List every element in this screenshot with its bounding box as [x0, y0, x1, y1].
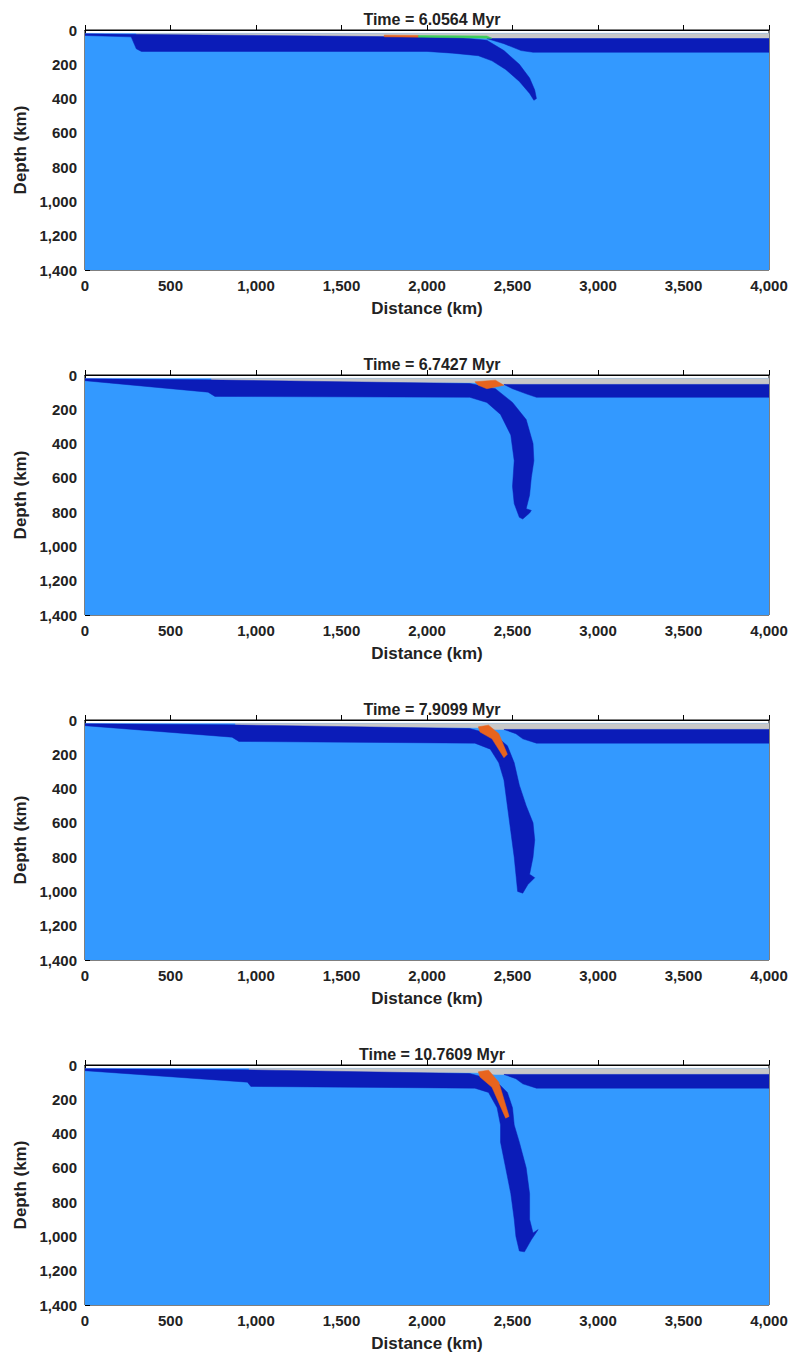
svg-text:1,400: 1,400 [39, 952, 77, 969]
svg-text:600: 600 [52, 814, 77, 831]
svg-text:500: 500 [158, 1312, 183, 1329]
svg-text:500: 500 [158, 277, 183, 294]
svg-text:Distance (km): Distance (km) [371, 1334, 482, 1353]
svg-text:200: 200 [52, 56, 77, 73]
svg-text:4,000: 4,000 [750, 1312, 788, 1329]
svg-text:2,000: 2,000 [408, 1312, 446, 1329]
svg-text:4,000: 4,000 [750, 967, 788, 984]
svg-text:0: 0 [81, 1312, 89, 1329]
svg-text:1,200: 1,200 [39, 227, 77, 244]
svg-text:800: 800 [52, 504, 77, 521]
svg-text:Time = 10.7609 Myr: Time = 10.7609 Myr [359, 1046, 505, 1063]
svg-text:1,500: 1,500 [323, 1312, 361, 1329]
svg-text:400: 400 [52, 1125, 77, 1142]
svg-text:1,500: 1,500 [323, 277, 361, 294]
svg-text:3,500: 3,500 [665, 277, 703, 294]
svg-text:1,200: 1,200 [39, 1262, 77, 1279]
svg-text:2,000: 2,000 [408, 967, 446, 984]
svg-text:2,500: 2,500 [494, 622, 532, 639]
svg-text:1,200: 1,200 [39, 917, 77, 934]
svg-text:0: 0 [69, 367, 77, 384]
svg-text:0: 0 [81, 622, 89, 639]
svg-text:2,000: 2,000 [408, 622, 446, 639]
svg-text:2,500: 2,500 [494, 277, 532, 294]
svg-text:Distance (km): Distance (km) [371, 299, 482, 318]
svg-text:0: 0 [81, 967, 89, 984]
svg-text:Time = 6.0564 Myr: Time = 6.0564 Myr [363, 11, 500, 28]
svg-text:Depth (km): Depth (km) [11, 796, 30, 885]
svg-text:200: 200 [52, 1091, 77, 1108]
svg-text:0: 0 [69, 712, 77, 729]
svg-text:Time = 6.7427 Myr: Time = 6.7427 Myr [363, 356, 500, 373]
svg-text:0: 0 [81, 277, 89, 294]
svg-text:3,500: 3,500 [665, 622, 703, 639]
svg-text:Distance (km): Distance (km) [371, 644, 482, 663]
svg-text:200: 200 [52, 401, 77, 418]
svg-text:200: 200 [52, 746, 77, 763]
svg-text:2,000: 2,000 [408, 277, 446, 294]
svg-text:400: 400 [52, 780, 77, 797]
svg-text:1,000: 1,000 [237, 277, 275, 294]
svg-text:1,000: 1,000 [39, 193, 77, 210]
svg-text:0: 0 [69, 1057, 77, 1074]
svg-text:1,400: 1,400 [39, 1297, 77, 1314]
svg-text:Depth (km): Depth (km) [11, 106, 30, 195]
svg-text:2,500: 2,500 [494, 967, 532, 984]
svg-text:2,500: 2,500 [494, 1312, 532, 1329]
svg-text:Depth (km): Depth (km) [11, 451, 30, 540]
svg-text:1,200: 1,200 [39, 572, 77, 589]
svg-text:Depth (km): Depth (km) [11, 1141, 30, 1230]
svg-text:4,000: 4,000 [750, 622, 788, 639]
svg-text:1,000: 1,000 [39, 538, 77, 555]
svg-text:1,500: 1,500 [323, 622, 361, 639]
svg-text:1,400: 1,400 [39, 607, 77, 624]
svg-text:1,000: 1,000 [39, 883, 77, 900]
svg-text:400: 400 [52, 90, 77, 107]
svg-text:1,400: 1,400 [39, 262, 77, 279]
svg-text:500: 500 [158, 622, 183, 639]
svg-text:600: 600 [52, 1159, 77, 1176]
svg-text:500: 500 [158, 967, 183, 984]
svg-text:3,500: 3,500 [665, 967, 703, 984]
svg-text:1,000: 1,000 [39, 1228, 77, 1245]
svg-text:1,000: 1,000 [237, 622, 275, 639]
svg-text:3,000: 3,000 [579, 277, 617, 294]
svg-text:3,000: 3,000 [579, 967, 617, 984]
svg-text:3,500: 3,500 [665, 1312, 703, 1329]
svg-text:Time = 7.9099 Myr: Time = 7.9099 Myr [363, 701, 500, 718]
svg-text:400: 400 [52, 435, 77, 452]
svg-text:600: 600 [52, 124, 77, 141]
svg-text:Distance (km): Distance (km) [371, 989, 482, 1008]
svg-text:800: 800 [52, 1194, 77, 1211]
svg-text:600: 600 [52, 469, 77, 486]
svg-text:800: 800 [52, 159, 77, 176]
svg-text:1,000: 1,000 [237, 967, 275, 984]
svg-text:4,000: 4,000 [750, 277, 788, 294]
svg-text:3,000: 3,000 [579, 622, 617, 639]
svg-text:3,000: 3,000 [579, 1312, 617, 1329]
svg-text:0: 0 [69, 22, 77, 39]
svg-text:800: 800 [52, 849, 77, 866]
svg-text:1,500: 1,500 [323, 967, 361, 984]
svg-text:1,000: 1,000 [237, 1312, 275, 1329]
